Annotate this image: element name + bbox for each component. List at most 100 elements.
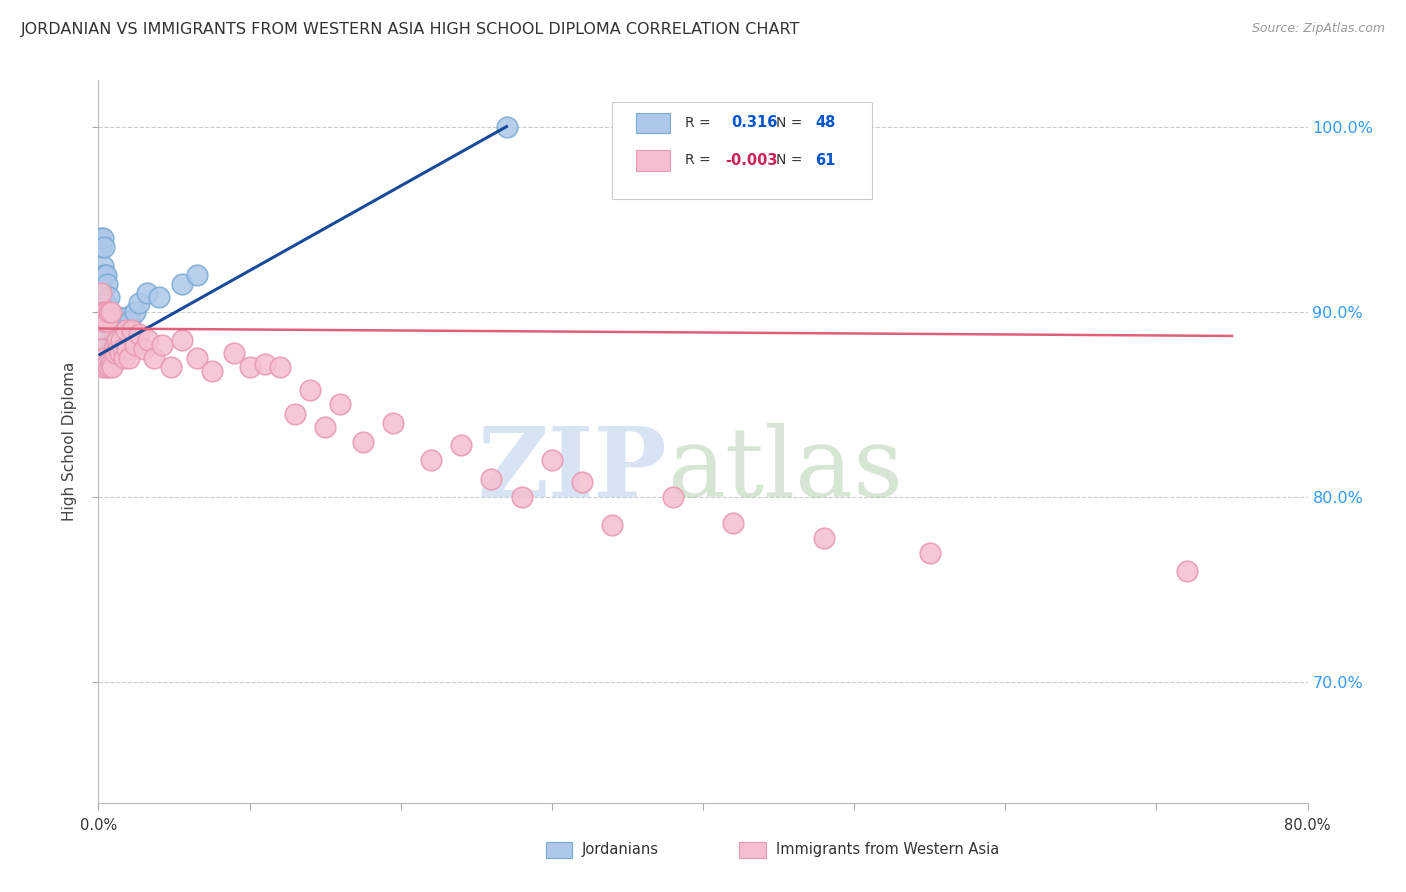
Point — [110, 333, 132, 347]
Point — [112, 351, 135, 366]
Point — [96, 277, 118, 291]
Point — [352, 434, 374, 449]
Text: 61: 61 — [815, 153, 835, 168]
Text: R =: R = — [685, 116, 710, 130]
Point — [571, 475, 593, 490]
Point — [112, 319, 135, 334]
Point — [450, 438, 472, 452]
Point — [495, 120, 517, 134]
Point — [89, 321, 111, 335]
Point — [105, 333, 128, 347]
Point — [98, 305, 121, 319]
Point — [93, 295, 115, 310]
Point — [89, 314, 111, 328]
Text: Source: ZipAtlas.com: Source: ZipAtlas.com — [1251, 22, 1385, 36]
Point — [115, 342, 138, 356]
Point — [93, 351, 115, 366]
Point — [108, 319, 131, 334]
Point — [101, 360, 124, 375]
Point — [136, 333, 159, 347]
Point — [94, 268, 117, 282]
Point — [201, 364, 224, 378]
Text: -0.003: -0.003 — [724, 153, 778, 168]
Point — [269, 360, 291, 375]
Point — [143, 351, 166, 366]
Point — [96, 327, 118, 342]
Text: 80.0%: 80.0% — [1284, 818, 1331, 832]
Point — [124, 305, 146, 319]
Text: N =: N = — [776, 153, 801, 168]
Point — [284, 407, 307, 421]
Point — [329, 397, 352, 411]
Point — [94, 351, 117, 366]
Y-axis label: High School Diploma: High School Diploma — [62, 362, 77, 521]
Point — [90, 351, 112, 366]
Point — [103, 342, 125, 356]
Point — [135, 286, 157, 301]
Point — [170, 277, 193, 291]
Point — [124, 338, 146, 352]
Point — [91, 231, 114, 245]
Point — [93, 323, 115, 337]
Point — [98, 360, 121, 375]
Point — [170, 333, 193, 347]
Point — [91, 360, 114, 375]
Point — [89, 231, 111, 245]
Point — [132, 342, 155, 356]
Point — [120, 314, 142, 328]
FancyBboxPatch shape — [740, 842, 766, 858]
Point — [107, 342, 129, 356]
Point — [253, 357, 276, 371]
FancyBboxPatch shape — [637, 151, 671, 170]
Point — [100, 345, 122, 359]
Point — [602, 517, 624, 532]
Point — [420, 453, 443, 467]
Text: 0.316: 0.316 — [731, 115, 778, 130]
Point — [918, 546, 941, 560]
Text: Immigrants from Western Asia: Immigrants from Western Asia — [776, 842, 998, 857]
Point — [94, 323, 117, 337]
Point — [100, 305, 122, 319]
Point — [110, 314, 132, 328]
FancyBboxPatch shape — [637, 112, 671, 133]
Point — [101, 345, 124, 359]
Point — [96, 351, 118, 366]
Point — [91, 314, 114, 328]
Point — [108, 345, 131, 359]
Point — [90, 286, 112, 301]
Point — [150, 338, 173, 352]
Text: atlas: atlas — [666, 424, 903, 517]
Point — [91, 305, 114, 319]
Point — [93, 268, 115, 282]
Point — [96, 305, 118, 319]
Text: R =: R = — [685, 153, 710, 168]
Point — [540, 453, 562, 467]
FancyBboxPatch shape — [613, 102, 872, 200]
Point — [98, 290, 121, 304]
Point — [94, 305, 117, 319]
Point — [93, 351, 115, 366]
Text: JORDANIAN VS IMMIGRANTS FROM WESTERN ASIA HIGH SCHOOL DIPLOMA CORRELATION CHART: JORDANIAN VS IMMIGRANTS FROM WESTERN ASI… — [21, 22, 800, 37]
Point — [91, 286, 114, 301]
Point — [93, 314, 115, 328]
Point — [299, 383, 322, 397]
Point — [115, 310, 138, 325]
Point — [105, 319, 128, 334]
Text: N =: N = — [776, 116, 801, 130]
Point — [114, 323, 136, 337]
Point — [98, 318, 121, 332]
Point — [98, 345, 121, 359]
Point — [723, 516, 745, 530]
Point — [148, 290, 170, 304]
Point — [104, 345, 127, 359]
Point — [91, 342, 114, 356]
Point — [1175, 564, 1198, 578]
Point — [160, 360, 183, 375]
Point — [186, 351, 208, 366]
Point — [314, 419, 336, 434]
Point — [96, 314, 118, 328]
Point — [510, 490, 533, 504]
Point — [239, 360, 262, 375]
Point — [104, 329, 127, 343]
Point — [96, 357, 118, 371]
